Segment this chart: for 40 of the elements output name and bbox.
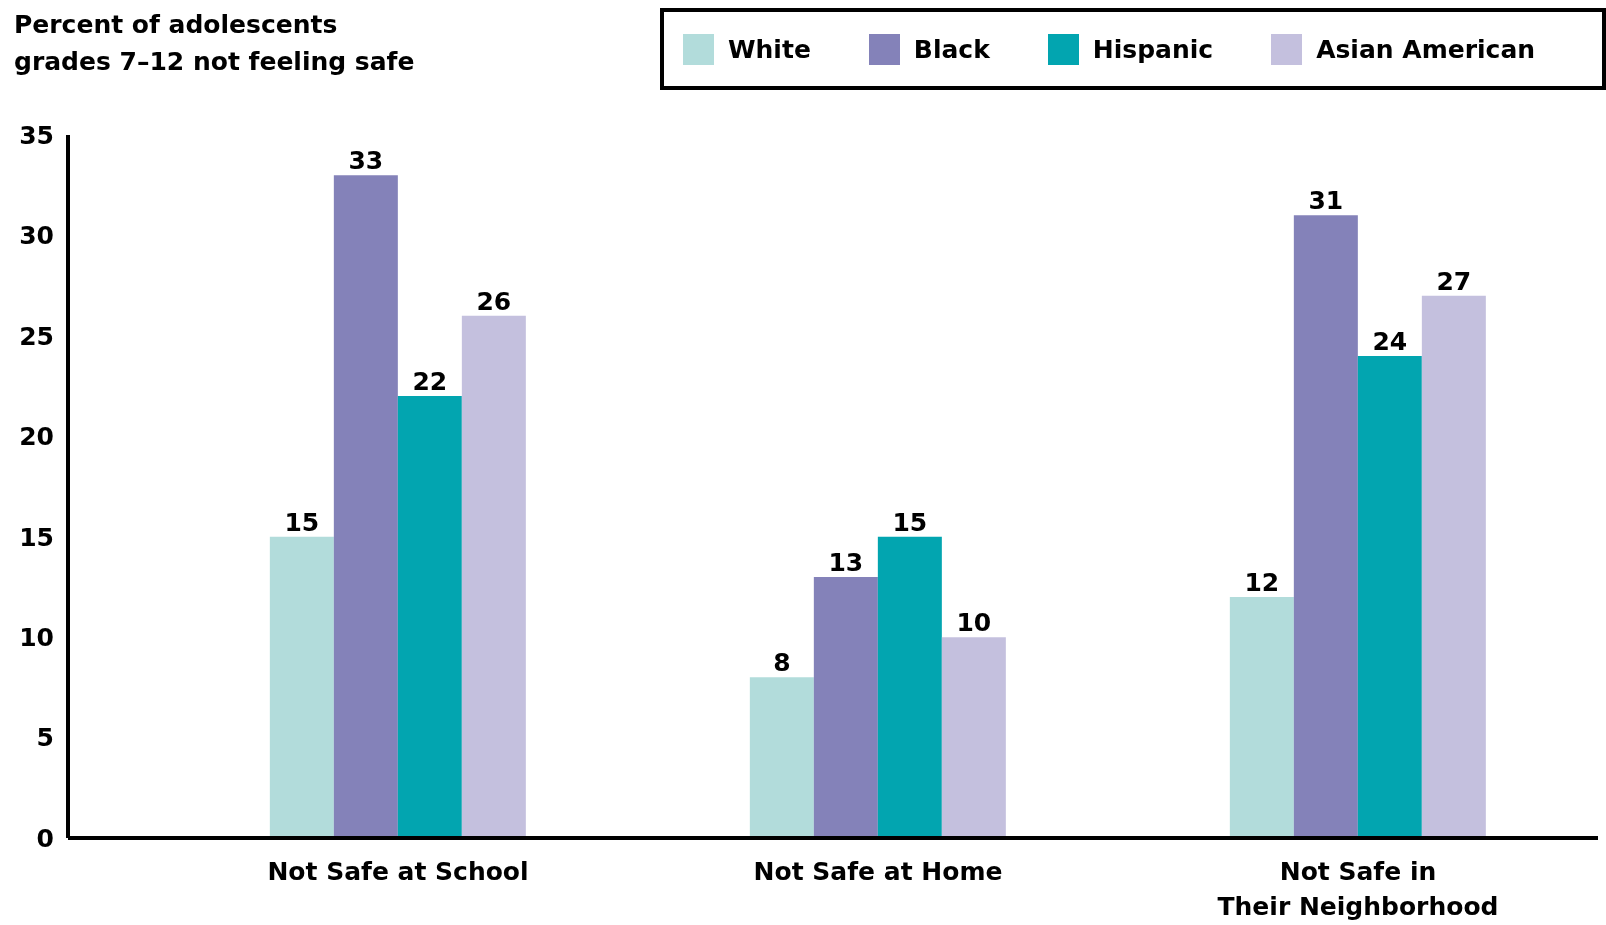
- data-label: 15: [892, 507, 928, 537]
- data-label: 10: [956, 608, 992, 638]
- bar: [397, 396, 462, 838]
- bar: [877, 536, 942, 838]
- y-tick-label: 20: [19, 422, 54, 452]
- data-label: 13: [828, 547, 864, 577]
- y-tick-label: 15: [19, 522, 54, 552]
- y-tick-label: 35: [19, 120, 54, 150]
- data-label: 15: [284, 507, 320, 537]
- legend-label: Hispanic: [1092, 34, 1214, 64]
- bar: [813, 576, 878, 838]
- bar: [941, 637, 1006, 838]
- bar: [333, 175, 398, 838]
- legend-label: Black: [913, 34, 990, 64]
- y-tick-label: 25: [19, 321, 54, 351]
- y-tick-label: 0: [36, 823, 54, 853]
- legend-label: White: [728, 34, 811, 64]
- y-axis-title: Percent of adolescents grades 7–12 not feeling safe: [14, 9, 415, 78]
- data-label: 33: [348, 146, 384, 176]
- data-label: 27: [1436, 266, 1472, 296]
- y-tick-label: 10: [19, 623, 54, 653]
- legend-label: Asian American: [1316, 34, 1536, 64]
- x-tick-label: Not Safe in Their Neighborhood: [1217, 857, 1499, 921]
- data-label: 24: [1372, 326, 1408, 356]
- x-tick-label: Not Safe at School: [267, 857, 529, 886]
- y-tick-label: 5: [36, 723, 54, 753]
- bar: [1293, 215, 1358, 838]
- bar: [1421, 295, 1486, 838]
- data-label: 12: [1244, 567, 1280, 597]
- y-tick-label: 30: [19, 221, 54, 251]
- bar: [269, 536, 334, 838]
- bar: [749, 677, 814, 838]
- bar: [1357, 355, 1422, 838]
- data-label: 8: [773, 648, 791, 678]
- bar: [461, 315, 526, 838]
- x-tick-label: Not Safe at Home: [753, 857, 1003, 886]
- data-label: 26: [476, 286, 512, 316]
- data-label: 31: [1308, 186, 1344, 216]
- bar: [1229, 596, 1294, 838]
- data-label: 22: [412, 367, 448, 397]
